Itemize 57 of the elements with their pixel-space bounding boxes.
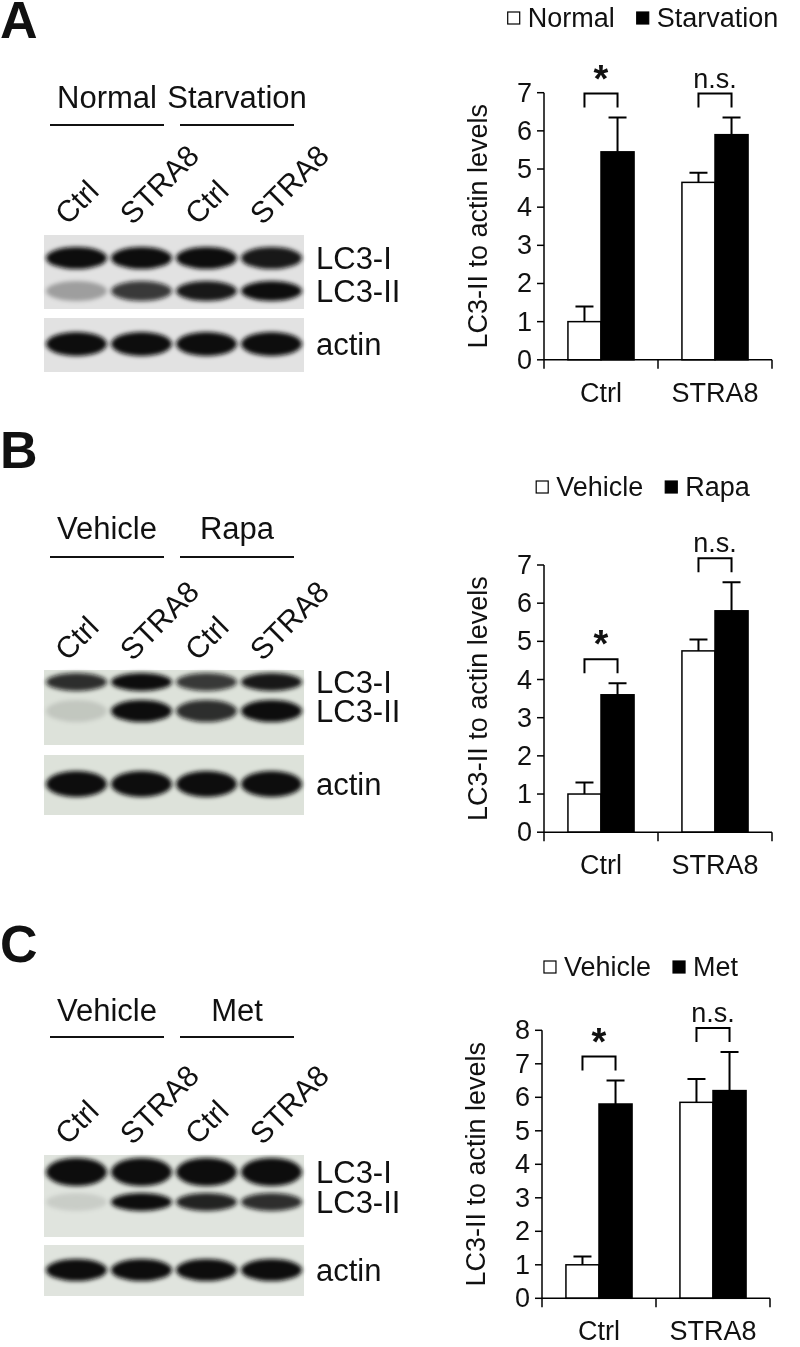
legend-label: Met	[693, 952, 739, 982]
text: actin	[316, 1252, 382, 1288]
text: C	[0, 915, 38, 973]
y-tick-label: 3	[516, 230, 532, 261]
annotation: *	[593, 623, 609, 666]
y-tick-label: 6	[516, 588, 532, 619]
y-tick-label: 1	[514, 1249, 530, 1280]
y-tick-label: 1	[516, 306, 532, 337]
y-tick-label: 2	[516, 740, 532, 771]
text: n.s.	[691, 998, 735, 1029]
y-tick-label: 3	[514, 1182, 530, 1213]
text: Ctrl	[48, 173, 105, 231]
y-axis-title: LC3-II to actin levels	[461, 1042, 491, 1287]
text: Vehicle	[57, 992, 157, 1028]
text: Ctrl	[48, 609, 105, 667]
annotation: *	[591, 1020, 607, 1063]
y-tick-label: 7	[516, 77, 532, 108]
text: Ctrl	[48, 1093, 105, 1151]
y-tick-label: 8	[514, 1015, 530, 1046]
y-tick-label: 4	[514, 1149, 530, 1180]
text: B	[0, 421, 38, 479]
legend-label: Vehicle	[556, 472, 644, 502]
text: n.s.	[693, 528, 737, 559]
y-axis-title: LC3-II to actin levels	[463, 103, 493, 349]
y-tick-label: 4	[516, 192, 532, 223]
y-tick-label: 0	[514, 1283, 530, 1314]
y-tick-label: 3	[516, 702, 532, 733]
text: Vehicle	[57, 510, 157, 546]
legend-label: Rapa	[685, 472, 751, 502]
y-tick-label: 7	[516, 550, 532, 580]
text: actin	[316, 326, 382, 362]
y-tick-label: 5	[514, 1115, 530, 1146]
y-tick-label: 1	[516, 779, 532, 810]
y-tick-label: 5	[516, 154, 532, 185]
y-tick-label: 6	[516, 115, 532, 146]
y-tick-label: 6	[514, 1082, 530, 1113]
legend-label: Vehicle	[563, 952, 652, 982]
text: Rapa	[199, 510, 275, 546]
y-tick-label: 4	[516, 664, 532, 695]
annotation: *	[593, 57, 609, 100]
text: A	[0, 0, 38, 49]
legend-label: Normal	[527, 3, 615, 33]
text: Normal	[57, 79, 157, 115]
text: LC3-II	[316, 273, 401, 309]
legend-label: Starvation	[656, 3, 779, 33]
y-tick-label: 0	[516, 344, 532, 375]
y-tick-label: 7	[514, 1048, 530, 1079]
annotation: n.s.	[693, 63, 737, 94]
y-tick-label: 2	[514, 1216, 530, 1247]
text: Met	[211, 992, 264, 1028]
y-axis-title: LC3-II to actin levels	[463, 576, 493, 821]
y-tick-label: 2	[516, 268, 532, 299]
y-tick-label: 0	[516, 817, 532, 848]
y-tick-label: 5	[516, 626, 532, 657]
text: actin	[316, 766, 382, 802]
text: LC3-I	[316, 240, 392, 276]
text: Starvation	[167, 79, 307, 115]
